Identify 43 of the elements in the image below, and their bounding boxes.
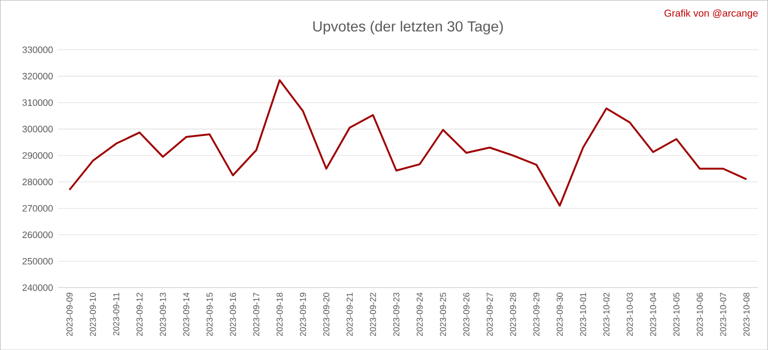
x-tick-label: 2023-09-19 [300, 292, 306, 336]
chart-title: Upvotes (der letzten 30 Tage) [313, 20, 503, 34]
y-tick-label: 250000 [22, 258, 53, 264]
x-tick-label: 2023-09-17 [253, 292, 260, 336]
x-tick-label: 2023-09-15 [206, 292, 213, 336]
x-tick-label: 2023-09-29 [533, 292, 540, 336]
x-tick-label: 2023-09-21 [346, 292, 353, 336]
x-tick-label: 2023-09-30 [556, 292, 563, 336]
x-tick-label: 2023-09-20 [323, 292, 330, 336]
x-tick-label: 2023-09-12 [136, 292, 143, 336]
y-tick-label: 280000 [22, 178, 53, 186]
x-tick-label: 2023-09-16 [230, 292, 236, 336]
x-tick-label: 2023-10-04 [650, 292, 656, 336]
y-tick-label: 320000 [22, 72, 53, 80]
y-tick-label: 260000 [22, 231, 53, 238]
y-tick-label: 290000 [22, 152, 53, 159]
x-tick-label: 2023-09-22 [370, 292, 376, 336]
y-tick-label: 300000 [22, 126, 53, 132]
x-tick-label: 2023-09-14 [183, 292, 190, 336]
text: Grafik von @arcange [664, 9, 758, 18]
x-tick-label: 2023-09-23 [393, 292, 400, 336]
x-tick-label: 2023-09-25 [440, 292, 446, 336]
x-tick-label: 2023-10-01 [580, 292, 586, 336]
x-tick-label: 2023-10-03 [626, 292, 633, 336]
y-tick-label: 330000 [22, 46, 53, 53]
y-tick-label: 270000 [22, 204, 53, 212]
x-tick-label: 2023-09-09 [66, 292, 73, 336]
y-tick-label: 310000 [22, 99, 53, 106]
y-tick-label: 240000 [22, 284, 53, 291]
x-tick-label: 2023-09-13 [160, 292, 166, 336]
x-tick-label: 2023-09-28 [510, 292, 516, 336]
x-tick-label: 2023-09-10 [90, 292, 96, 336]
x-tick-label: 2023-09-26 [463, 292, 470, 336]
line-series [68, 79, 748, 207]
x-tick-label: 2023-09-27 [486, 292, 493, 336]
x-tick-label: 2023-09-18 [276, 292, 283, 336]
x-tick-label: 2023-10-05 [673, 292, 680, 336]
x-tick-label: 2023-10-07 [720, 292, 726, 336]
x-tick-label: 2023-10-08 [743, 292, 750, 336]
x-tick-label: 2023-09-11 [113, 292, 120, 336]
x-tick-label: 2023-10-06 [696, 292, 703, 336]
x-tick-label: 2023-10-02 [603, 292, 610, 336]
x-tick-label: 2023-09-24 [416, 292, 423, 336]
